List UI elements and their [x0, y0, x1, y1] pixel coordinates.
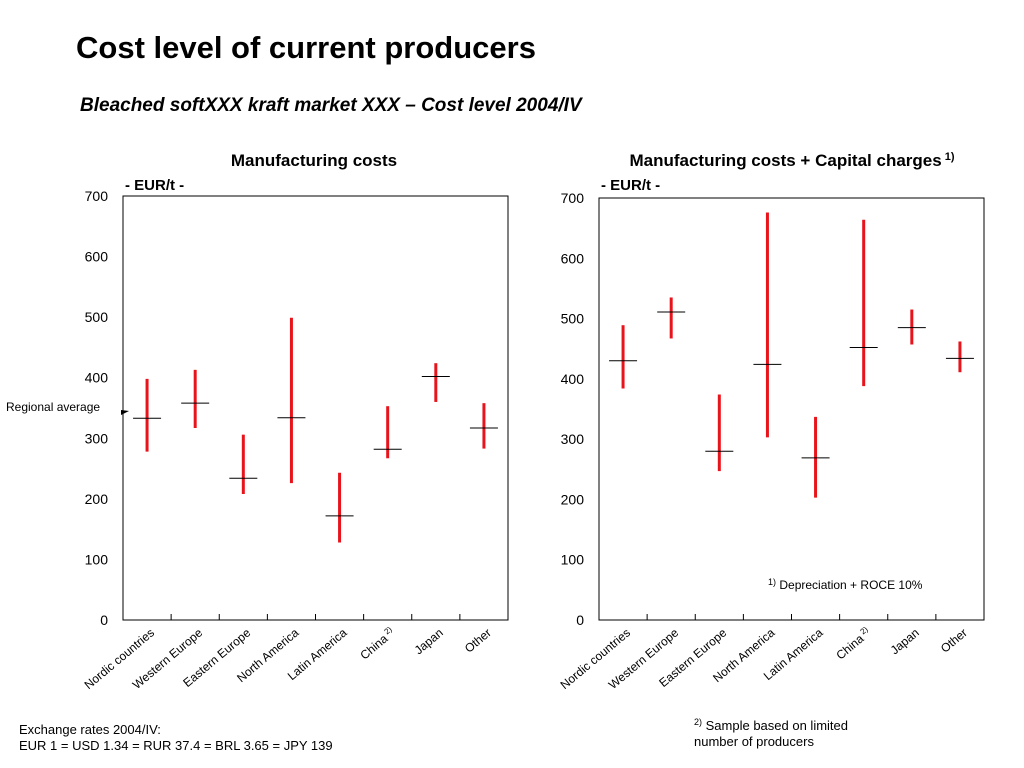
left-chart-category-label: Japan	[412, 626, 446, 658]
left-chart-ytick-label: 0	[100, 612, 108, 628]
left-chart-ytick-label: 700	[85, 188, 109, 204]
right-chart-ytick-label: 700	[561, 190, 585, 206]
right-chart-title: Manufacturing costs + Capital charges 1)	[629, 151, 954, 170]
right-chart-ytick-label: 400	[561, 371, 585, 387]
right-chart-ytick-label: 500	[561, 311, 585, 327]
right-chart-ytick-label: 100	[561, 552, 585, 568]
right-chart-title-text: Manufacturing costs + Capital charges	[629, 151, 941, 170]
regional-average-label: Regional average	[6, 400, 100, 414]
exchange-rates-heading: Exchange rates 2004/IV:	[19, 722, 161, 737]
right-chart-ytick-label: 200	[561, 491, 585, 507]
left-chart-unit-label: - EUR/t -	[125, 177, 184, 194]
left-chart-category-label: China 2)	[357, 625, 398, 663]
page-subtitle: Bleached softXXX kraft market XXX – Cost…	[80, 95, 582, 116]
right-chart-category-text: Other	[938, 626, 970, 656]
left-chart-ytick-label: 500	[85, 309, 109, 325]
right-chart-category-label: China 2)	[833, 625, 874, 663]
right-chart-note-mark: 1)	[768, 577, 776, 587]
sample-footnote-text-line2: number of producers	[694, 734, 814, 749]
exchange-rates-footnote: Exchange rates 2004/IV: EUR 1 = USD 1.34…	[19, 722, 333, 754]
right-chart: Manufacturing costs + Capital charges 1)…	[558, 151, 985, 692]
right-chart-note-text: Depreciation + ROCE 10%	[776, 578, 923, 592]
left-chart-category-label: Other	[462, 626, 494, 656]
right-chart-category-label: Japan	[888, 626, 922, 658]
exchange-rates-values: EUR 1 = USD 1.34 = RUR 37.4 = BRL 3.65 =…	[19, 738, 333, 753]
right-chart-ytick-label: 600	[561, 250, 585, 266]
left-chart-ytick-label: 600	[85, 249, 109, 265]
sample-footnote-text: Sample based on limited	[705, 718, 848, 733]
right-chart-frame	[598, 197, 985, 621]
right-chart-unit-label: - EUR/t -	[601, 177, 660, 194]
left-chart-frame	[122, 195, 509, 621]
right-chart-ytick-label: 300	[561, 431, 585, 447]
sample-footnote: 2) Sample based on limited number of pro…	[694, 718, 848, 750]
right-chart-ytick-label: 0	[576, 612, 584, 628]
right-chart-title-sup: 1)	[942, 151, 955, 163]
left-chart-ytick-label: 400	[85, 370, 109, 386]
left-chart-ytick-label: 300	[85, 430, 109, 446]
right-chart-category-text: Japan	[888, 626, 922, 658]
left-chart-title: Manufacturing costs	[231, 151, 397, 170]
left-chart: Manufacturing costs - EUR/t - 0 100 200 300 40…	[6, 151, 509, 692]
page-title: Cost level of current producers	[76, 30, 536, 65]
regional-average-arrow	[121, 410, 129, 415]
right-chart-note: 1) Depreciation + ROCE 10%	[768, 577, 923, 592]
left-chart-ytick-label: 100	[85, 551, 109, 567]
right-chart-category-label: Other	[938, 626, 970, 656]
left-chart-category-text: Other	[462, 626, 494, 656]
left-chart-ytick-label: 200	[85, 491, 109, 507]
left-chart-category-text: Japan	[412, 626, 446, 658]
left-chart-title-text: Manufacturing costs	[231, 151, 397, 170]
sample-footnote-mark: 2)	[694, 717, 703, 727]
